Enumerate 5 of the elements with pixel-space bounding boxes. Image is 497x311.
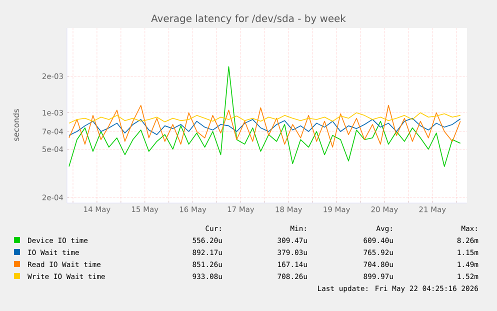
line-series	[68, 118, 461, 136]
line-series	[68, 104, 461, 148]
chart-title: Average latency for /dev/sda - by week	[151, 14, 346, 24]
line-series	[68, 66, 461, 167]
line-series	[68, 112, 461, 124]
